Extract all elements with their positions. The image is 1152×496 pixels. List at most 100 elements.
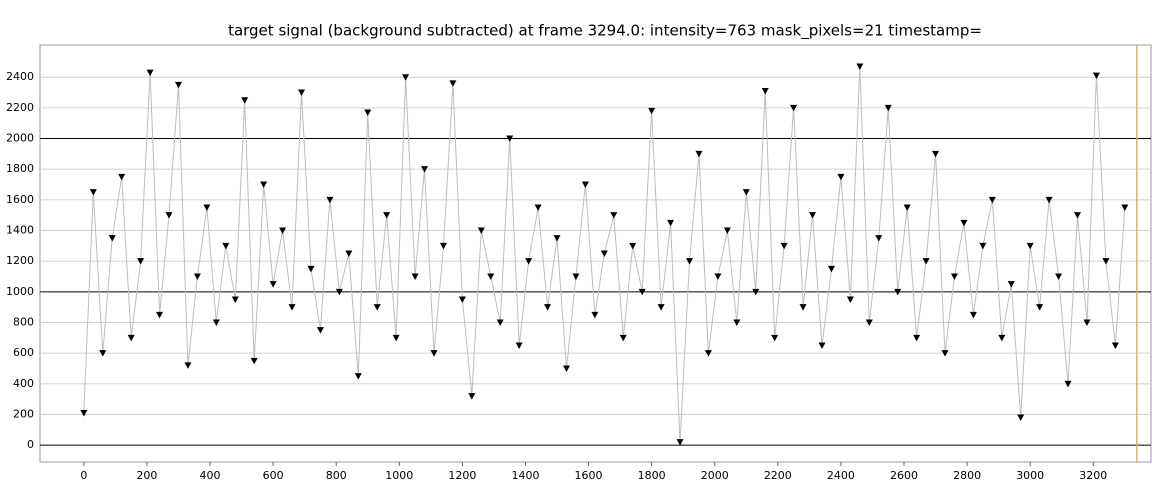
point-marker xyxy=(752,288,760,296)
point-marker xyxy=(439,242,447,250)
point-marker xyxy=(780,242,788,250)
point-marker xyxy=(648,107,656,115)
point-marker xyxy=(80,409,88,417)
x-tick-label: 2400 xyxy=(827,469,855,482)
point-marker xyxy=(922,258,930,265)
chart-title: target signal (background subtracted) at… xyxy=(228,22,982,41)
point-marker xyxy=(686,258,694,265)
point-marker xyxy=(203,204,211,212)
point-marker xyxy=(373,304,381,311)
x-tick-label: 400 xyxy=(200,469,221,482)
point-marker xyxy=(279,227,287,235)
point-marker xyxy=(544,304,552,311)
point-marker xyxy=(818,342,826,349)
point-marker xyxy=(468,393,476,400)
y-tick-label: 0 xyxy=(27,438,34,451)
point-marker xyxy=(1121,204,1129,212)
point-marker xyxy=(326,196,334,204)
point-marker xyxy=(988,196,996,204)
point-marker xyxy=(979,242,987,250)
point-marker xyxy=(534,204,542,212)
point-marker xyxy=(1102,258,1110,265)
y-tick-label: 2200 xyxy=(6,101,34,114)
point-marker xyxy=(184,362,192,369)
x-tick-label: 1800 xyxy=(638,469,666,482)
point-marker xyxy=(865,319,873,326)
point-marker xyxy=(1083,319,1091,326)
point-marker xyxy=(761,87,769,95)
point-marker xyxy=(487,273,495,280)
point-marker xyxy=(307,265,315,273)
point-marker xyxy=(1036,304,1044,311)
x-tick-label: 3200 xyxy=(1079,469,1107,482)
x-tick-label: 2200 xyxy=(764,469,792,482)
point-marker xyxy=(118,173,126,181)
point-marker xyxy=(714,273,722,280)
y-tick-label: 1400 xyxy=(6,224,34,237)
x-tick-label: 2600 xyxy=(890,469,918,482)
point-marker xyxy=(89,189,97,196)
x-tick-label: 200 xyxy=(136,469,157,482)
point-marker xyxy=(222,242,230,250)
point-marker xyxy=(875,235,883,242)
point-marker xyxy=(127,334,135,342)
x-tick-label: 0 xyxy=(80,469,87,482)
point-marker xyxy=(1055,273,1063,280)
point-marker xyxy=(288,304,296,311)
point-marker xyxy=(657,304,665,311)
point-marker xyxy=(108,235,116,242)
point-marker xyxy=(525,258,533,265)
point-marker xyxy=(212,319,220,326)
point-marker xyxy=(99,350,107,357)
point-marker xyxy=(932,150,940,158)
point-marker xyxy=(771,334,779,342)
point-marker xyxy=(913,334,921,342)
point-marker xyxy=(846,296,854,303)
x-tick-label: 600 xyxy=(263,469,284,482)
point-marker xyxy=(619,334,627,342)
point-marker xyxy=(496,319,504,326)
point-marker xyxy=(667,219,675,227)
point-marker xyxy=(421,166,429,173)
x-tick-label: 1200 xyxy=(448,469,476,482)
x-tick-label: 3000 xyxy=(1016,469,1044,482)
point-marker xyxy=(174,81,182,89)
point-marker xyxy=(506,135,514,143)
point-marker xyxy=(950,273,958,280)
point-marker xyxy=(969,311,977,319)
y-tick-label: 600 xyxy=(13,346,34,359)
point-marker xyxy=(790,104,798,112)
point-marker xyxy=(629,242,637,250)
point-marker xyxy=(231,296,239,303)
x-tick-label: 1400 xyxy=(511,469,539,482)
point-marker xyxy=(335,288,343,296)
plot-frame xyxy=(39,44,1152,463)
point-marker xyxy=(638,288,646,296)
x-tick-label: 1600 xyxy=(575,469,603,482)
point-marker xyxy=(742,189,750,196)
point-marker xyxy=(1045,196,1053,204)
point-marker xyxy=(809,212,817,219)
x-tick-label: 2800 xyxy=(953,469,981,482)
y-tick-label: 1600 xyxy=(6,193,34,206)
point-marker xyxy=(941,350,949,357)
point-marker xyxy=(676,439,684,446)
point-marker xyxy=(402,74,410,81)
point-marker xyxy=(695,150,703,158)
point-marker xyxy=(137,258,145,265)
point-marker xyxy=(837,173,845,181)
point-marker xyxy=(1026,242,1034,250)
point-marker xyxy=(894,288,902,296)
point-marker xyxy=(1111,342,1119,349)
point-marker xyxy=(903,204,911,212)
point-marker xyxy=(515,342,523,349)
y-tick-label: 1200 xyxy=(6,254,34,267)
x-tick-label: 800 xyxy=(326,469,347,482)
point-marker xyxy=(581,181,589,189)
point-marker xyxy=(250,357,258,365)
point-marker xyxy=(383,212,391,219)
point-marker xyxy=(354,373,362,380)
point-marker xyxy=(477,227,485,235)
point-marker xyxy=(458,296,466,303)
